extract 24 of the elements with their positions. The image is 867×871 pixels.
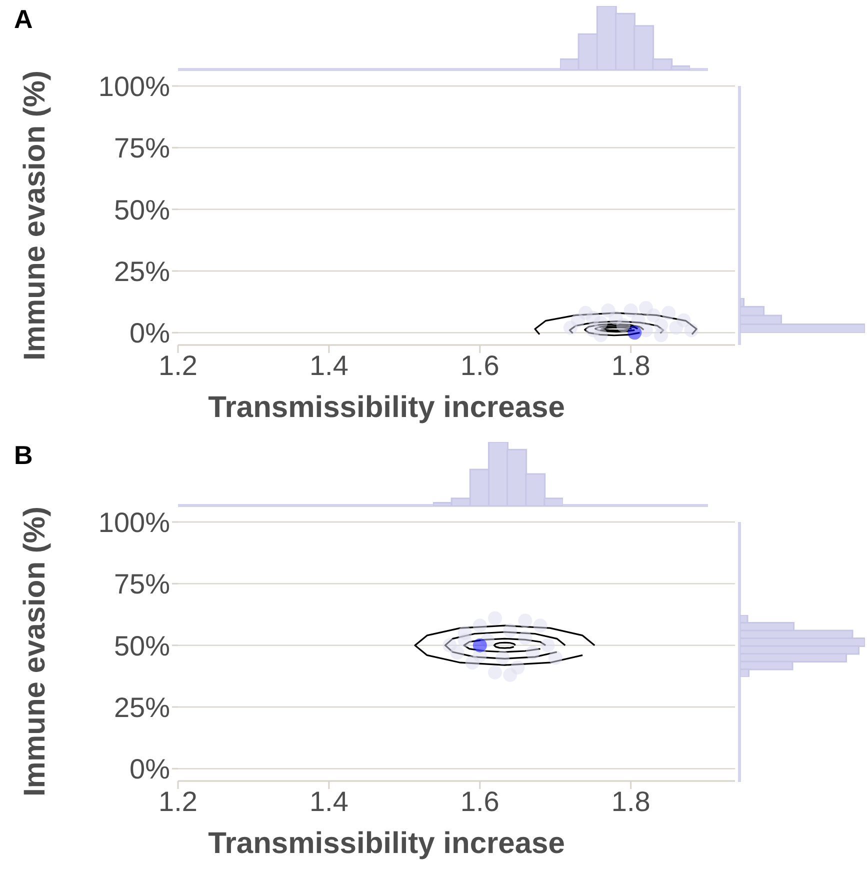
x-tick-label: 1.8: [611, 786, 650, 817]
x-tick-label: 1.2: [158, 786, 198, 817]
y-tick-label: 0%: [130, 318, 170, 349]
x-tick-label: 1.6: [460, 786, 500, 817]
y-tick-label: 100%: [98, 506, 170, 538]
y-axis-title: Immune evasion (%): [18, 70, 52, 361]
y-tick-label: 50%: [114, 630, 170, 662]
x-tick-label: 1.4: [309, 350, 348, 381]
y-tick-label: 25%: [114, 256, 170, 287]
x-tick-label: 1.4: [309, 786, 348, 817]
x-axis-title: Transmissibility increase: [208, 391, 565, 424]
chart-title: B: [14, 440, 33, 471]
y-tick-label: 25%: [114, 692, 170, 723]
chart-title: A: [14, 4, 33, 35]
x-axis-title: Transmissibility increase: [208, 827, 565, 860]
y-tick-label: 50%: [114, 194, 170, 226]
x-tick-label: 1.6: [460, 350, 500, 381]
y-tick-label: 75%: [114, 132, 170, 164]
y-tick-label: 0%: [130, 754, 170, 785]
y-tick-label: 75%: [114, 568, 170, 600]
y-tick-label: 100%: [98, 70, 170, 102]
x-tick-label: 1.8: [611, 350, 650, 381]
x-tick-label: 1.2: [158, 350, 198, 381]
y-axis-title: Immune evasion (%): [18, 506, 52, 797]
